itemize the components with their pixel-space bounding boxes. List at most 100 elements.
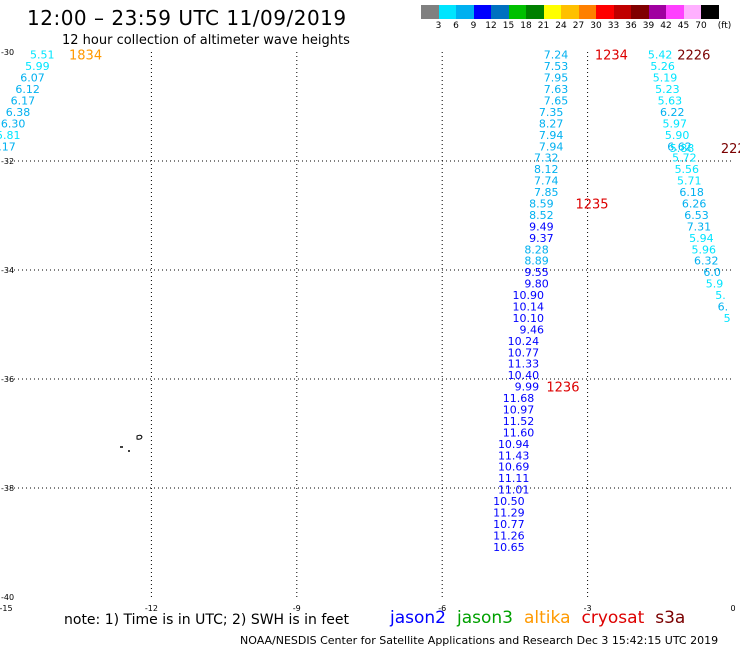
legend-swatch — [596, 5, 614, 19]
legend-swatch — [421, 5, 439, 19]
wave-height-point: 11.60 — [503, 426, 535, 439]
wave-height-point: 11.11 — [498, 472, 530, 485]
wave-height-point: 7.65 — [544, 95, 569, 108]
wave-height-point: 7.94 — [539, 129, 564, 142]
chart-subtitle: 12 hour collection of altimeter wave hei… — [62, 33, 350, 48]
track-1234: 7.247.537.957.637.657.358.277.947.947.32… — [508, 49, 628, 394]
legend-swatch — [648, 5, 667, 19]
wave-height-point: 5.96 — [692, 243, 717, 256]
wave-height-point: 7.53 — [544, 60, 569, 73]
satellite-tracks: 5.515.996.076.126.176.386.305.816.171834… — [0, 49, 740, 554]
satellite-legend: jason2 jason3 altika cryosat s3a — [390, 608, 696, 628]
legend-swatch — [473, 5, 492, 19]
wave-height-point: 10.65 — [493, 541, 525, 554]
legend-swatch — [631, 5, 649, 19]
island-outline — [120, 434, 143, 452]
wave-height-point: 5.9 — [706, 278, 724, 291]
legend-swatch — [561, 5, 579, 19]
wave-height-point: 10.24 — [508, 335, 540, 348]
y-tick-label: -38 — [1, 484, 14, 493]
legend-unit: (ft) — [717, 21, 732, 31]
wave-height-point: 11.52 — [503, 415, 535, 428]
wave-height-point: 5.19 — [653, 72, 678, 85]
wave-height-point: 5.90 — [665, 129, 690, 142]
wave-height-point: 10.77 — [493, 518, 525, 531]
y-tick-label: -34 — [1, 266, 14, 275]
wave-height-point: 5.81 — [0, 129, 21, 142]
wave-height-point: 5.23 — [655, 83, 680, 96]
track-time-label: 1235 — [575, 198, 608, 213]
wave-height-point: 9.80 — [524, 278, 549, 291]
legend-label: 45 — [677, 21, 690, 31]
wave-height-point: 10.90 — [512, 289, 544, 302]
credit-line: NOAA/NESDIS Center for Satellite Applica… — [240, 634, 719, 647]
legend-swatch — [701, 5, 719, 19]
legend-swatch — [526, 5, 544, 19]
wave-height-point: 10.50 — [493, 495, 525, 508]
wave-height-point: 11.26 — [493, 529, 525, 542]
satellite-legend-jason3: jason3 — [457, 608, 513, 628]
track-1236: 11.6810.9711.5211.6010.9411.4310.6911.11… — [493, 381, 579, 554]
wave-height-point: 6.07 — [20, 72, 45, 85]
wave-height-point: 5.88 — [670, 142, 695, 155]
wave-height-point: 5.71 — [677, 175, 702, 188]
x-tick-label: 0 — [730, 604, 735, 613]
wave-height-point: 5 — [724, 312, 731, 325]
wave-height-point: 10.40 — [508, 369, 540, 382]
wave-height-point: 6.38 — [6, 106, 31, 119]
wave-height-point: 6.30 — [1, 117, 26, 130]
wave-height-point: 10.97 — [503, 404, 535, 417]
legend-swatch — [543, 5, 562, 19]
y-tick-label: -30 — [1, 48, 14, 57]
wave-height-point: 7.35 — [539, 106, 564, 119]
y-tick-label: -32 — [1, 157, 14, 166]
wave-height-point: 5.72 — [672, 152, 697, 165]
wave-height-point: 8.27 — [539, 117, 564, 130]
legend-label: 27 — [572, 21, 585, 31]
legend-label: 3 — [435, 21, 442, 31]
wave-height-point: 9.37 — [529, 232, 554, 245]
wave-height-point: 8.12 — [534, 163, 559, 176]
legend-swatch — [456, 5, 474, 19]
wave-height-point: 5.97 — [662, 117, 687, 130]
x-tick-label: -9 — [293, 604, 301, 613]
track-time-label: 1236 — [546, 381, 579, 396]
legend-swatch — [578, 5, 597, 19]
legend-swatch — [491, 5, 509, 19]
legend-label: 24 — [555, 21, 567, 31]
chart-title: 12:00 – 23:59 UTC 11/09/2019 — [27, 6, 347, 30]
wave-height-point: 6.26 — [682, 198, 707, 211]
wave-height-point: 10.69 — [498, 461, 530, 474]
wave-height-point: 6.32 — [694, 255, 719, 268]
track-2226: 5.425.265.195.235.636.225.975.906.625.88… — [648, 49, 731, 325]
legend-label: 12 — [485, 21, 497, 31]
wave-height-point: 11.33 — [508, 358, 540, 371]
satellite-legend-jason2: jason2 — [390, 608, 446, 628]
wave-height-point: 8.59 — [529, 198, 554, 211]
wave-height-point: 6.62 — [667, 140, 692, 153]
legend-label: 9 — [470, 21, 477, 31]
wave-height-point: 5.63 — [658, 95, 683, 108]
legend-label: 15 — [502, 21, 515, 31]
track-222: 222 — [721, 142, 740, 157]
wave-height-point: 6.22 — [660, 106, 685, 119]
x-tick-label: -3 — [584, 604, 592, 613]
wave-height-point: 5.99 — [25, 60, 50, 73]
legend-label: 18 — [520, 21, 532, 31]
wave-height-point: 6.18 — [679, 186, 704, 199]
wave-height-point: 10.10 — [512, 312, 544, 325]
legend-swatch — [438, 5, 457, 19]
track-time-label: 1834 — [69, 49, 102, 64]
wave-height-point: 8.28 — [524, 243, 549, 256]
wave-height-point: 6.17 — [11, 95, 36, 108]
wave-height-point: 9.55 — [524, 266, 549, 279]
wave-height-point: 8.89 — [524, 255, 549, 268]
legend-label: 21 — [537, 21, 550, 31]
legend-label: 6 — [453, 21, 459, 31]
wave-height-point: 5.26 — [650, 60, 675, 73]
wave-height-point: 5. — [715, 289, 726, 302]
y-tick-label: -40 — [1, 593, 14, 602]
wave-height-point: 5.94 — [689, 232, 714, 245]
wave-height-point: 5.56 — [675, 163, 700, 176]
